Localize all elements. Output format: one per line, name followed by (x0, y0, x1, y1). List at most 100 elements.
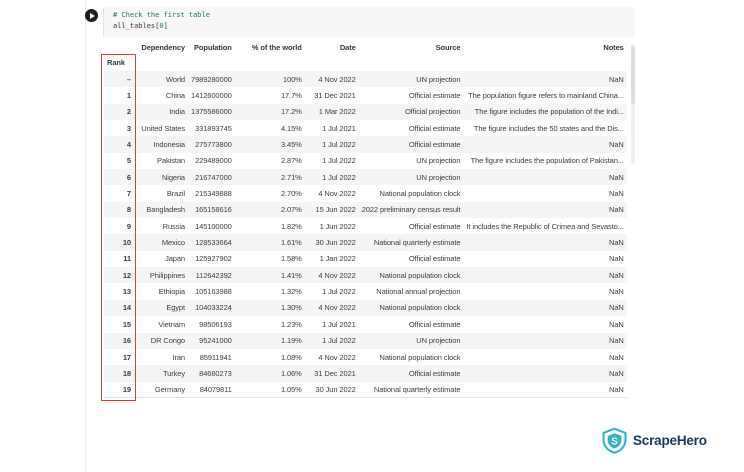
table-cell: Official estimate (408, 319, 461, 329)
table-row: – World 7989280000 100% 4 Nov 2022 UN project… (104, 71, 627, 88)
table-cell: NaN (609, 336, 624, 346)
table-row: 8 Bangladesh 165158616 2.07% 15 Jun 2022 2022… (104, 201, 627, 219)
row-index: 1 (126, 91, 131, 101)
table-cell: NaN (609, 140, 624, 150)
table-cell: 1412600000 (191, 91, 232, 101)
row-index: 17 (122, 352, 131, 362)
empty-header-cell (235, 54, 305, 71)
table-cell: National quarterly estimate (373, 238, 461, 248)
table-cell: 1.19% (280, 336, 302, 346)
table-row: 4 Indonesia 275773800 3.45% 1 Jul 2022 Offici… (104, 136, 627, 153)
table-cell: 2.70% (280, 189, 302, 199)
table-cell: 2022 preliminary census result (361, 205, 461, 215)
row-index: 11 (123, 254, 131, 264)
table-cell: 17.7% (280, 91, 302, 101)
table-cell: World (166, 74, 185, 84)
table-cell: 1 Jul 2022 (322, 156, 356, 166)
table-cell: National population clock (379, 352, 461, 362)
table-row: 16 DR Congo 95241000 1.19% 1 Jul 2022 UN proj… (104, 332, 627, 349)
table-cell: 105163988 (195, 287, 232, 297)
table-cell: 1 Jul 2022 (322, 336, 356, 346)
table-cell: The population figure refers to mainland… (468, 91, 624, 101)
table-cell: 84079811 (199, 384, 232, 394)
table-row: 7 Brazil 215349888 2.70% 4 Nov 2022 National … (104, 185, 627, 201)
row-index: 12 (122, 270, 131, 280)
table-cell: NaN (609, 74, 624, 84)
table-cell: Vietnam (158, 319, 185, 329)
column-header: Source (435, 42, 461, 52)
row-index: 2 (126, 107, 131, 117)
table-cell: 216747000 (195, 172, 232, 182)
table-cell: 112642392 (195, 270, 232, 280)
table-cell: NaN (609, 368, 624, 378)
run-cell-button[interactable] (85, 9, 98, 22)
svg-text:S: S (611, 436, 618, 447)
row-index: 8 (126, 205, 131, 215)
table-cell: 4 Nov 2022 (318, 270, 356, 280)
column-header: Population (193, 42, 232, 52)
table-cell: NaN (609, 352, 624, 362)
table-cell: Ethiopia (158, 287, 185, 297)
table-cell: 2.87% (280, 156, 302, 166)
table-cell: DR Congo (150, 336, 185, 346)
table-cell: The figure includes the population of Pa… (470, 156, 624, 166)
table-cell: 2.07% (280, 205, 302, 215)
scrapehero-shield-icon: S (602, 427, 627, 454)
table-row: 11 Japan 125927902 1.58% 1 Jan 2022 Official … (104, 251, 627, 267)
table-cell: 1 Jul 2022 (322, 140, 356, 150)
row-index: 3 (126, 123, 131, 133)
table-cell: 275773800 (195, 140, 232, 150)
table-cell: NaN (609, 254, 624, 264)
table-row: 13 Ethiopia 105163988 1.32% 1 Jul 2022 Nation… (104, 283, 627, 299)
table-cell: UN projection (416, 74, 461, 84)
row-index: 15 (122, 319, 131, 329)
table-cell: Bangladesh (146, 205, 185, 215)
table-cell: Nigeria (161, 172, 185, 182)
table-cell: China (165, 91, 185, 101)
table-cell: Official estimate (408, 91, 461, 101)
code-comment: # Check the first table (113, 11, 210, 19)
table-cell: UN projection (416, 336, 461, 346)
table-cell: NaN (609, 205, 624, 215)
column-header: Notes (603, 42, 624, 52)
table-cell: NaN (609, 319, 624, 329)
table-cell: NaN (609, 303, 624, 313)
table-cell: 215349888 (195, 189, 232, 199)
table-cell: 145100000 (195, 221, 232, 231)
table-cell: Japan (165, 254, 185, 264)
table-cell: National annual projection (376, 287, 461, 297)
table-cell: UN projection (416, 156, 461, 166)
table-row: 15 Vietnam 98506193 1.23% 1 Jul 2021 Official… (104, 316, 627, 332)
table-cell: 85911941 (199, 352, 232, 362)
table-row: 18 Turkey 84680273 1.06% 31 Dec 2021 Official… (104, 365, 627, 382)
table-cell: Brazil (166, 189, 185, 199)
table-cell: 17.2% (280, 107, 302, 117)
empty-header-cell (188, 54, 235, 71)
table-cell: 1.41% (280, 270, 302, 280)
dataframe-output: Dependency Population % of the world Date So… (104, 40, 627, 399)
table-cell: Philippines (149, 270, 185, 280)
table-cell: 1 Mar 2022 (318, 107, 356, 117)
code-editor[interactable]: # Check the first table all_tables[0] (103, 7, 635, 37)
row-index: 19 (122, 384, 131, 394)
table-cell: Pakistan (157, 156, 185, 166)
table-cell: 1 Jan 2022 (319, 254, 356, 264)
column-header: Dependency (141, 42, 185, 52)
row-index: 6 (126, 172, 131, 182)
empty-header-cell (359, 54, 464, 71)
scrapehero-wordmark: ScrapeHero (633, 433, 707, 448)
table-cell: India (169, 107, 185, 117)
row-index: 13 (122, 287, 131, 297)
table-cell: The figure includes the population of th… (474, 107, 624, 117)
dataframe-body: – World 7989280000 100% 4 Nov 2022 UN project… (104, 71, 627, 398)
table-cell: Official projection (404, 107, 461, 117)
table-cell: 84680273 (199, 368, 232, 378)
table-cell: 4 Nov 2022 (318, 303, 356, 313)
row-index: 14 (122, 303, 131, 313)
table-cell: 1375586000 (191, 107, 232, 117)
table-cell: Germany (154, 384, 185, 394)
table-cell: United States (141, 123, 185, 133)
row-index: 16 (122, 336, 131, 346)
row-index: 7 (126, 189, 131, 199)
output-scrollbar-thumb[interactable] (631, 46, 635, 104)
